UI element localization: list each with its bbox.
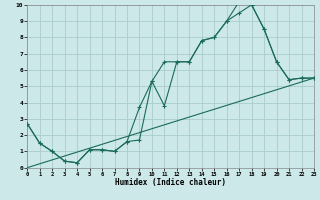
X-axis label: Humidex (Indice chaleur): Humidex (Indice chaleur)	[115, 178, 226, 187]
